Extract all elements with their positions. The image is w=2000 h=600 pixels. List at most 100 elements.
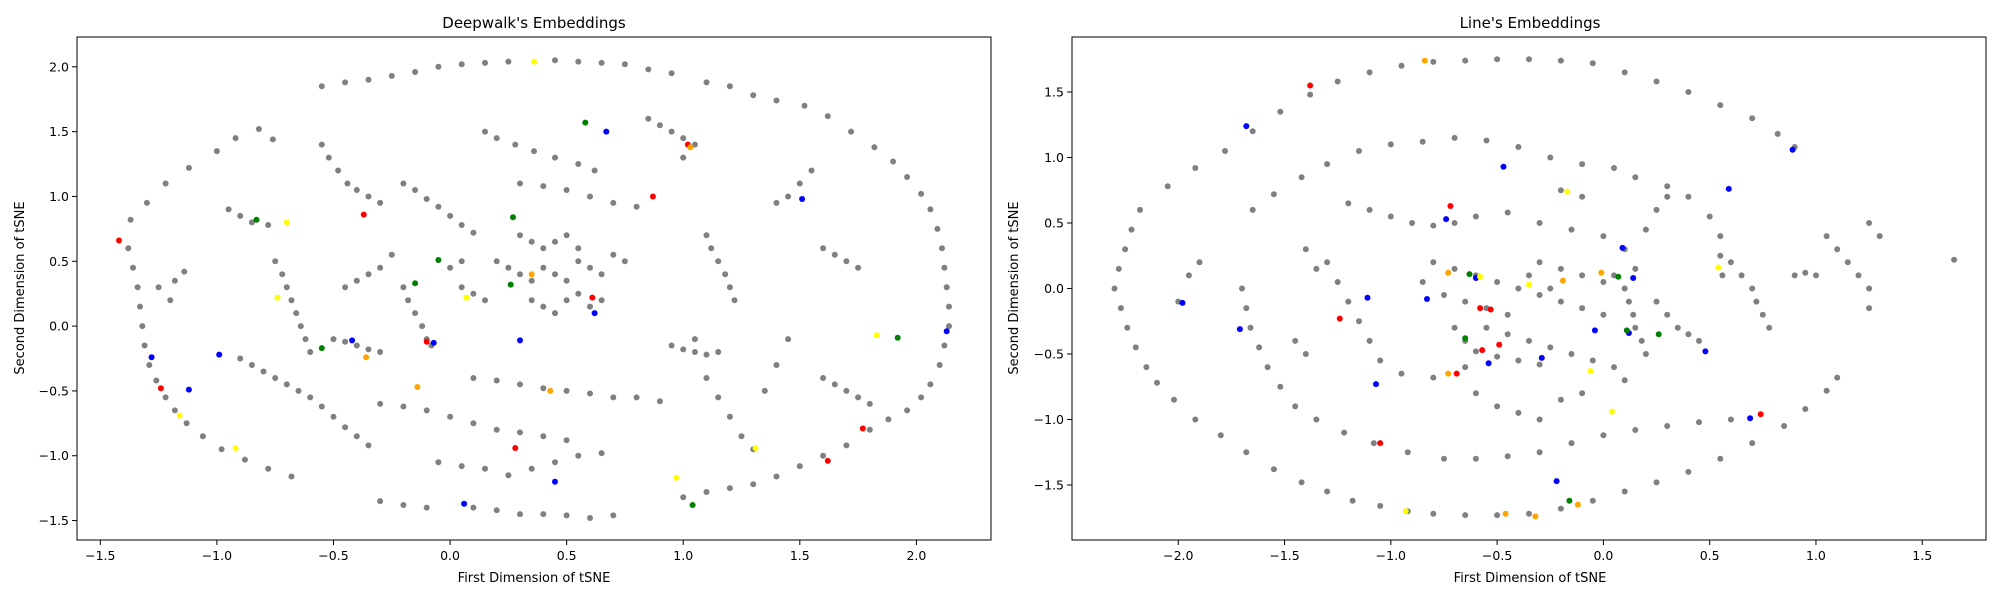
left-point-s0-13	[241, 456, 248, 463]
right-point-s0-199	[1664, 193, 1671, 200]
right-point-s0-172	[1791, 272, 1798, 279]
left-point-s0-126	[621, 258, 628, 265]
left-point-s0-14	[265, 465, 272, 472]
left-point-s0-16	[127, 216, 134, 223]
right-point-s2-11	[1619, 244, 1626, 251]
left-point-s4-6	[673, 474, 680, 481]
right-point-s0-108	[1600, 233, 1607, 240]
left-point-s0-50	[927, 206, 934, 213]
left-point-s0-183	[773, 362, 780, 368]
right-point-s0-114	[1356, 318, 1362, 325]
left-point-s2-3	[349, 337, 356, 344]
right-point-s0-11	[1192, 416, 1199, 423]
right-point-s0-152	[1579, 272, 1586, 279]
left-point-s0-1	[130, 264, 136, 271]
left-point-s0-238	[820, 375, 827, 381]
left-point-s0-30	[458, 61, 465, 68]
right-y-tick-label: −0.5	[1034, 346, 1064, 361]
right-point-s0-89	[1472, 455, 1479, 462]
right-point-s0-128	[1600, 311, 1607, 318]
left-point-s3-6	[689, 502, 696, 508]
left-plot-panel: Deepwalk's Embeddings −1.5 −1.0 −0.5 0.0 0.5…	[13, 14, 992, 586]
left-point-s0-133	[330, 336, 337, 343]
left-x-tick-label: −1.5	[85, 548, 115, 563]
right-point-s2-3	[1364, 294, 1371, 301]
right-point-s5-5	[1560, 277, 1566, 284]
left-point-s0-3	[137, 303, 143, 310]
left-point-s0-128	[405, 297, 412, 304]
left-point-s0-52	[939, 245, 945, 252]
right-point-s0-88	[1441, 455, 1447, 462]
left-point-s0-154	[540, 385, 547, 392]
left-point-s1-6	[649, 193, 656, 200]
right-point-s0-57	[1249, 206, 1256, 213]
left-point-s0-197	[726, 284, 733, 291]
right-point-s0-87	[1404, 449, 1411, 456]
right-point-s2-2	[1243, 123, 1250, 130]
right-plot-panel: Line's Embeddings −2.0 −1.5 −1.0 −0.5 0.0 0.5…	[1007, 14, 1987, 586]
left-point-s0-83	[288, 297, 295, 304]
left-point-s0-120	[552, 271, 558, 278]
left-point-s0-203	[283, 381, 290, 388]
right-point-s0-177	[1472, 390, 1479, 397]
left-point-s1-8	[824, 457, 831, 464]
right-point-s0-45	[1462, 57, 1469, 64]
left-point-s0-44	[824, 113, 831, 120]
right-point-s0-60	[1324, 161, 1331, 168]
right-point-s0-18	[1377, 502, 1384, 509]
right-point-s1-4	[1487, 306, 1494, 313]
right-point-s0-66	[1515, 144, 1522, 150]
left-point-s1-4	[512, 445, 519, 451]
right-point-s0-111	[1324, 259, 1331, 266]
left-point-s0-111	[563, 187, 570, 193]
left-point-s0-196	[722, 271, 729, 278]
left-y-tick-label: 1.5	[49, 124, 69, 139]
left-point-s0-47	[890, 158, 897, 165]
right-point-s0-190	[1664, 311, 1671, 318]
right-point-s0-55	[1774, 130, 1781, 137]
right-point-s0-142	[1536, 361, 1543, 368]
right-point-s3-1	[1615, 273, 1622, 280]
left-point-s0-129	[412, 310, 419, 317]
right-point-s0-15	[1298, 479, 1305, 486]
left-point-s2-7	[591, 310, 598, 317]
right-x-tick-label: −1.5	[1269, 548, 1299, 563]
left-point-s0-56	[946, 323, 952, 330]
left-point-s4-3	[283, 219, 290, 226]
left-point-s0-2	[134, 284, 141, 291]
right-point-s0-84	[1313, 416, 1320, 423]
left-point-s0-150	[691, 336, 698, 343]
left-point-s0-127	[400, 284, 407, 291]
right-point-s5-2	[1532, 513, 1539, 520]
right-point-s2-16	[1789, 146, 1796, 153]
left-point-s0-221	[645, 115, 652, 122]
left-point-s0-189	[820, 245, 827, 252]
left-point-s0-74	[248, 219, 255, 226]
right-point-s0-137	[1451, 324, 1458, 331]
right-point-s0-32	[1802, 406, 1809, 412]
right-point-s0-34	[1834, 374, 1841, 381]
right-point-s0-39	[1277, 108, 1284, 115]
right-point-s0-29	[1717, 455, 1724, 462]
right-point-s0-171	[1802, 269, 1809, 276]
right-point-s0-188	[1685, 331, 1692, 338]
right-point-s0-70	[1632, 174, 1639, 181]
right-point-s2-6	[1485, 360, 1492, 367]
left-point-s0-57	[941, 342, 948, 349]
right-point-s3-4	[1466, 271, 1473, 278]
right-point-s0-163	[1834, 246, 1841, 253]
left-point-s0-90	[335, 167, 342, 174]
left-point-s0-68	[750, 481, 757, 488]
left-point-s0-202	[272, 375, 279, 381]
left-point-s0-211	[470, 504, 477, 511]
right-point-s0-150	[1536, 259, 1543, 266]
left-point-s0-146	[680, 346, 687, 353]
right-point-s0-155	[1547, 285, 1554, 292]
right-point-s0-159	[1753, 298, 1760, 305]
left-point-s0-234	[365, 271, 372, 278]
right-point-s0-167	[1866, 305, 1873, 312]
right-point-s0-95	[1664, 423, 1671, 429]
left-point-s0-24	[318, 83, 325, 90]
left-point-s0-59	[927, 381, 934, 388]
right-point-s0-77	[1239, 285, 1245, 292]
